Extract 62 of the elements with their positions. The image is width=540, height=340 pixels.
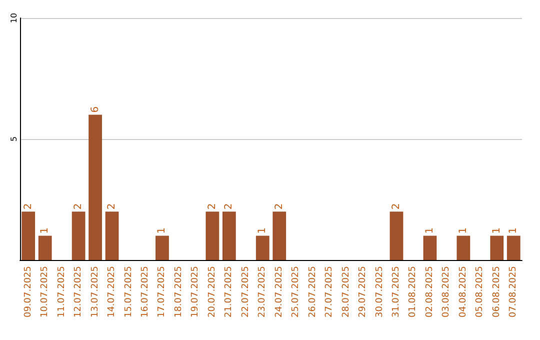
x-tick-label: 27.07.2025 — [324, 266, 335, 318]
x-tick-label: 18.07.2025 — [174, 266, 184, 318]
bar — [38, 236, 52, 260]
data-label: 1 — [40, 227, 51, 234]
bar — [88, 114, 102, 260]
data-label: 6 — [90, 106, 101, 113]
x-tick-label: 30.07.2025 — [374, 266, 385, 318]
bar — [423, 236, 437, 260]
data-label: 1 — [491, 227, 502, 234]
bar — [256, 236, 270, 260]
data-label: 2 — [22, 203, 34, 210]
x-tick-label: 28.07.2025 — [341, 266, 352, 318]
bar — [490, 236, 504, 260]
x-tick-label: 20.07.2025 — [207, 266, 218, 318]
x-tick-label: 11.07.2025 — [56, 266, 67, 318]
y-tick-label: 5 — [10, 136, 18, 142]
x-tick-label: 12.07.2025 — [74, 266, 84, 318]
data-label: 1 — [458, 227, 469, 234]
bar — [105, 212, 119, 260]
x-tick-label: 07.08.2025 — [508, 266, 519, 318]
x-tick-label: 26.07.2025 — [308, 266, 318, 318]
bar — [22, 212, 36, 260]
x-tick-label: 24.07.2025 — [274, 266, 284, 318]
x-tick-label: 13.07.2025 — [90, 266, 100, 318]
x-tick-label: 22.07.2025 — [240, 266, 251, 318]
bar — [72, 212, 86, 260]
x-tick-label: 09.07.2025 — [23, 266, 34, 318]
x-tick-label: 01.08.2025 — [408, 266, 418, 318]
bar — [272, 212, 286, 260]
x-tick-label: 16.07.2025 — [140, 266, 150, 318]
data-label: 1 — [257, 227, 268, 234]
data-label: 2 — [274, 203, 285, 210]
x-tick-label: 14.07.2025 — [107, 266, 118, 318]
data-label: 2 — [224, 203, 235, 210]
bar — [390, 212, 404, 260]
bar — [156, 236, 169, 260]
data-label: 1 — [424, 227, 436, 234]
bar — [206, 212, 220, 260]
data-label: 2 — [73, 203, 84, 210]
bar — [506, 236, 520, 260]
data-label: 1 — [156, 227, 168, 234]
x-tick-label: 02.08.2025 — [424, 266, 435, 318]
x-tick-label: 25.07.2025 — [291, 266, 302, 318]
x-tick-label: 04.08.2025 — [458, 266, 468, 318]
x-tick-label: 21.07.2025 — [224, 266, 234, 318]
x-tick-label: 03.08.2025 — [442, 266, 452, 318]
data-label: 2 — [106, 203, 118, 210]
x-tick-label: 15.07.2025 — [124, 266, 134, 318]
x-tick-label: 23.07.2025 — [258, 266, 268, 318]
data-label: 2 — [206, 203, 218, 210]
x-tick-label: 10.07.2025 — [40, 266, 50, 318]
x-tick-label: 17.07.2025 — [157, 266, 168, 318]
x-tick-label: 31.07.2025 — [392, 266, 402, 318]
bar — [222, 212, 236, 260]
x-tick-label: 06.08.2025 — [492, 266, 502, 318]
y-tick-label: 10 — [10, 12, 18, 24]
x-tick-label: 05.08.2025 — [475, 266, 486, 318]
bar — [456, 236, 470, 260]
data-label: 2 — [391, 203, 402, 210]
data-label: 1 — [508, 227, 520, 234]
x-tick-label: 29.07.2025 — [358, 266, 368, 318]
x-tick-label: 19.07.2025 — [190, 266, 201, 318]
